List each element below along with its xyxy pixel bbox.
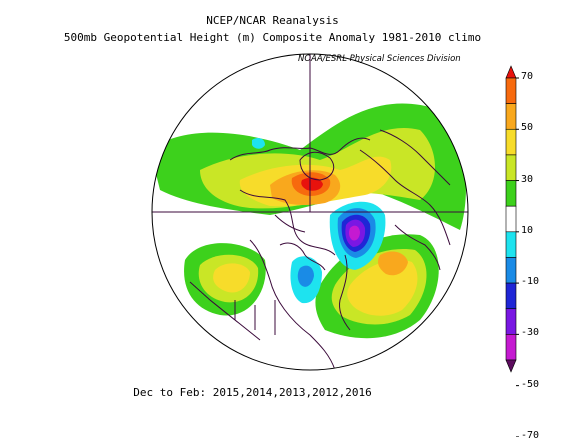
colorbar-bin: [505, 308, 517, 335]
colorbar-tick-label: -30: [521, 327, 540, 339]
anomaly-yellow-west: [213, 263, 250, 293]
colorbar-bin: [505, 180, 517, 207]
colorbar-bin: [505, 128, 517, 156]
colorbar-tick-label: -70: [521, 429, 540, 441]
colorbar-bin: [505, 77, 517, 104]
colorbar-tick-label: 10: [521, 224, 534, 236]
map-title: NCEP/NCAR Reanalysis: [206, 14, 339, 27]
colorbar-bin: [505, 257, 517, 284]
anomaly-yellow-atlantic: [347, 259, 418, 316]
anomaly-field: [152, 54, 468, 370]
colorbar-bin: [505, 334, 517, 361]
anomaly-red: [301, 177, 323, 191]
colorbar-tick-label: 70: [521, 71, 534, 82]
colorbar-bin: [505, 359, 517, 373]
colorbar-bin: [505, 231, 517, 258]
credit-label: NOAA/ESRL Physical Sciences Division: [298, 54, 461, 64]
anomaly-cyan-small: [252, 137, 265, 149]
coastlines: [229, 129, 451, 370]
colorbar-bin: [505, 103, 517, 130]
colorbar: [505, 65, 519, 437]
colorbar-tick-label: -50: [521, 378, 540, 390]
date-caption: Dec to Feb: 2015,2014,2013,2012,2016: [133, 386, 372, 399]
anomaly-magenta-siberia: [348, 225, 360, 241]
colorbar-bin: [505, 65, 517, 79]
map-subtitle: 500mb Geopotential Height (m) Composite …: [63, 31, 482, 44]
anomaly-blue-america: [297, 265, 314, 287]
colorbar-bin: [505, 205, 517, 233]
colorbar-bin: [505, 154, 517, 181]
anomaly-orange-atlantic: [378, 251, 408, 276]
graticule: [152, 54, 468, 341]
colorbar-bin: [505, 282, 517, 310]
colorbar-tick-label: 50: [521, 122, 534, 134]
map-boundary: [151, 53, 469, 371]
colorbar-tick-label: -10: [521, 276, 540, 288]
colorbar-tick-label: 30: [521, 173, 534, 185]
